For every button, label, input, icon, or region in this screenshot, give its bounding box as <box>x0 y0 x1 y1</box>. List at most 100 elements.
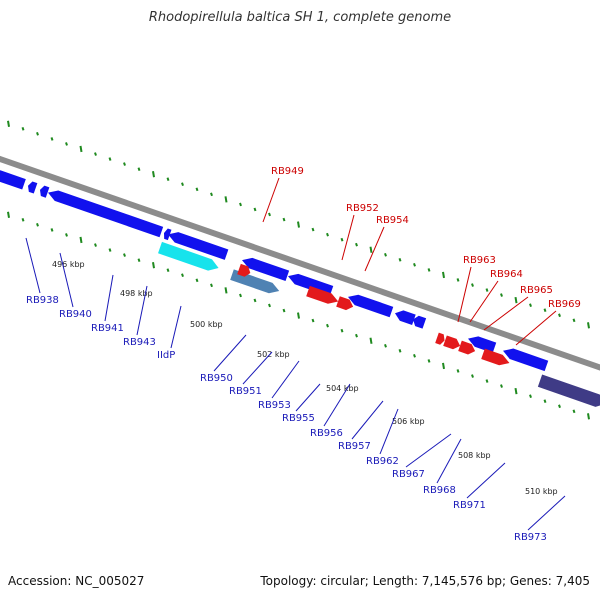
outer-tick-track <box>7 120 590 329</box>
reverse-label-leader <box>25 237 41 294</box>
tick-mark <box>587 413 590 420</box>
kbp-tick-label: 502 kbp <box>257 350 290 359</box>
reverse-gene-label: RB973 <box>514 532 547 543</box>
gene-shape <box>348 294 394 318</box>
gene-shape <box>435 332 445 345</box>
backbone-line <box>0 155 600 371</box>
forward-gene-label: RB964 <box>490 269 523 280</box>
tick-mark <box>413 263 416 267</box>
reverse-label-leader <box>136 285 148 336</box>
reverse-gene-arrow <box>28 181 38 194</box>
tick-mark <box>456 278 460 282</box>
tick-mark <box>384 252 387 257</box>
genome-summary-text: Topology: circular; Length: 7,145,576 bp… <box>260 574 590 588</box>
tick-mark <box>442 271 445 279</box>
forward-label-leader <box>457 266 472 323</box>
highlighted-gene-purple <box>537 374 600 407</box>
tick-mark <box>384 343 387 348</box>
reverse-label-leader <box>351 400 384 440</box>
gene-shape <box>164 228 172 241</box>
tick-mark <box>558 313 561 318</box>
reverse-gene-label: RB955 <box>282 413 315 424</box>
gene-shape <box>237 263 251 277</box>
reverse-gene-label: RB941 <box>91 323 124 334</box>
tick-mark <box>427 268 431 272</box>
tick-mark <box>369 246 373 253</box>
kbp-tick-label: 500 kbp <box>190 320 223 329</box>
gene-shape <box>458 340 476 355</box>
tick-mark <box>108 157 112 161</box>
tick-mark <box>50 228 54 232</box>
accession-text: Accession: NC_005027 <box>8 574 145 588</box>
tick-mark <box>471 283 474 287</box>
gene-shape <box>242 257 290 282</box>
tick-mark <box>7 120 10 127</box>
tick-mark <box>36 223 39 227</box>
tick-mark <box>181 182 184 187</box>
tick-mark <box>340 237 344 242</box>
tick-mark <box>500 384 503 388</box>
tick-mark <box>239 293 242 298</box>
gene-shape <box>336 296 354 311</box>
forward-gene-arrow <box>237 263 251 277</box>
reverse-gene-label: RB950 <box>200 373 233 384</box>
reverse-gene-label: RB956 <box>310 428 343 439</box>
tick-mark <box>413 354 416 358</box>
forward-label-leader <box>469 280 499 323</box>
tick-mark <box>587 322 590 329</box>
forward-label-leader <box>262 177 280 223</box>
gene-shape <box>306 285 339 304</box>
tick-mark <box>36 132 39 136</box>
reverse-label-leader <box>104 274 114 322</box>
tick-mark <box>340 328 344 333</box>
tick-mark <box>529 303 532 307</box>
forward-label-leader <box>364 226 385 272</box>
tick-mark <box>253 207 257 212</box>
gene-shape <box>0 170 26 190</box>
reverse-gene-label: RB943 <box>123 337 156 348</box>
tick-mark <box>514 296 518 304</box>
tick-mark <box>195 278 199 283</box>
tick-mark <box>326 323 329 328</box>
reverse-gene-arrow <box>413 315 427 329</box>
tick-mark <box>21 127 25 131</box>
reverse-gene-label: RB962 <box>366 456 399 467</box>
tick-mark <box>297 221 300 228</box>
tick-mark <box>471 374 474 378</box>
reverse-label-leader <box>323 383 351 427</box>
gene-shape <box>413 315 427 329</box>
kbp-tick-label: 510 kbp <box>525 487 558 496</box>
tick-mark <box>326 232 329 237</box>
tick-mark <box>543 308 547 313</box>
tick-mark <box>311 227 315 232</box>
tick-mark <box>355 242 358 247</box>
tick-mark <box>398 349 402 353</box>
tick-mark <box>210 192 213 197</box>
reverse-label-leader <box>295 383 321 412</box>
reverse-label-leader <box>466 462 506 499</box>
forward-gene-label: RB963 <box>463 255 496 266</box>
tick-mark <box>166 268 170 273</box>
reverse-gene-arrow <box>348 294 394 318</box>
reverse-gene-label: RB951 <box>229 386 262 397</box>
tick-mark <box>355 333 358 338</box>
inner-tick-track <box>7 211 590 420</box>
reverse-label-leader <box>170 305 182 349</box>
gene-shape <box>40 185 50 198</box>
gene-shape <box>395 310 416 326</box>
forward-gene-label: RB954 <box>376 215 409 226</box>
highlighted-gene-cyan <box>158 241 219 271</box>
reverse-gene-label: RB971 <box>453 500 486 511</box>
tick-mark <box>485 288 489 292</box>
tick-mark <box>282 217 286 222</box>
gene-shape <box>443 335 461 350</box>
tick-mark <box>572 409 576 414</box>
reverse-gene-arrow <box>168 232 229 260</box>
forward-label-leader <box>515 310 557 346</box>
reverse-gene-arrow <box>468 336 497 354</box>
tick-mark <box>50 137 54 141</box>
tick-mark <box>268 212 271 217</box>
tick-mark <box>369 337 373 344</box>
forward-gene-arrow <box>443 335 461 350</box>
tick-mark <box>65 233 68 237</box>
